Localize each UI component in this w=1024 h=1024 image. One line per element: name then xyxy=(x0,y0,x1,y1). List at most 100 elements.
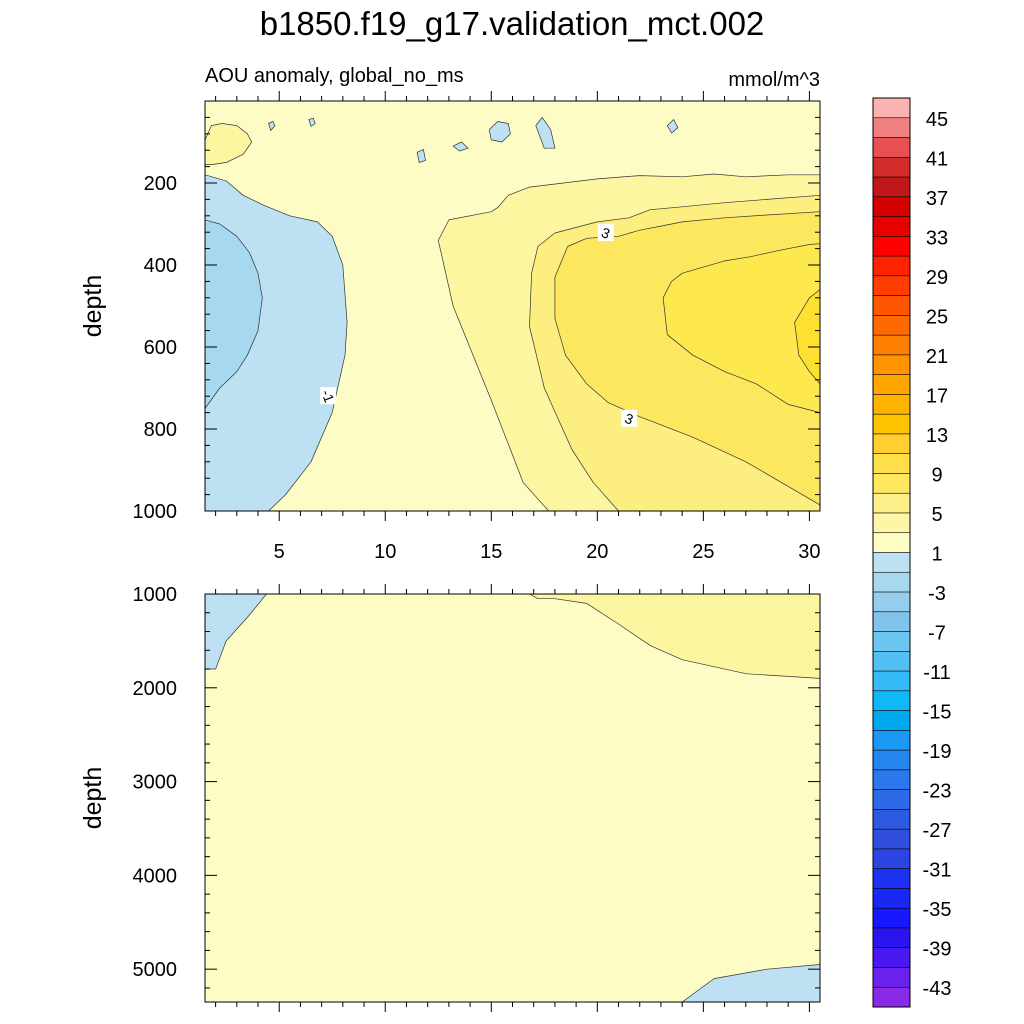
colorbar-swatch xyxy=(872,492,911,514)
colorbar-swatch xyxy=(872,295,911,316)
colorbar-label: -7 xyxy=(928,623,946,645)
colorbar-swatch xyxy=(872,255,911,277)
y-tick-label: 800 xyxy=(144,419,177,441)
colorbar-swatch xyxy=(872,907,911,929)
colorbar-swatch xyxy=(872,730,911,751)
contour-region xyxy=(452,141,469,152)
contour-label-bg xyxy=(597,224,614,242)
x-tick-label: 30 xyxy=(798,541,820,563)
contour-region xyxy=(529,594,820,679)
colorbar-label: 5 xyxy=(931,504,942,526)
colorbar-swatch xyxy=(872,216,911,237)
colorbar-label: 29 xyxy=(926,267,948,289)
colorbar-label: 1 xyxy=(931,544,942,566)
contour-label-bg xyxy=(320,387,336,405)
y-tick-label: 5000 xyxy=(133,959,178,981)
x-tick-label: 25 xyxy=(692,541,714,563)
colorbar-swatch xyxy=(872,512,911,534)
x-tick-label: 20 xyxy=(586,541,608,563)
y-tick-label: 3000 xyxy=(133,772,178,794)
y-tick-label: 1000 xyxy=(133,501,178,523)
colorbar-swatch xyxy=(872,967,911,988)
colorbar-swatch xyxy=(872,137,911,158)
contour-label: -1 xyxy=(318,388,337,405)
contour-region xyxy=(205,123,253,165)
colorbar-swatch xyxy=(872,532,911,554)
colorbar-swatch xyxy=(872,413,911,435)
y-tick-label: 2000 xyxy=(133,678,178,700)
contour-region xyxy=(205,594,267,670)
colorbar-label: 33 xyxy=(926,227,948,249)
contour-label-bg xyxy=(621,409,638,427)
colorbar-swatch xyxy=(872,315,911,336)
colorbar-label: -19 xyxy=(923,741,952,763)
colorbar-swatch xyxy=(872,947,911,968)
colorbar-swatch xyxy=(872,374,911,395)
colorbar-label: -35 xyxy=(923,899,952,921)
y-tick-label: 200 xyxy=(144,173,177,195)
colorbar-label: 37 xyxy=(926,188,948,210)
y-axis-label: depth xyxy=(79,767,107,830)
colorbar-swatch xyxy=(872,651,911,672)
colorbar-swatch xyxy=(872,611,911,633)
colorbar-swatch xyxy=(872,631,911,652)
contour-region xyxy=(268,121,276,131)
colorbar-label: 45 xyxy=(926,109,948,131)
colorbar-swatch xyxy=(872,888,911,909)
colorbar-label: 9 xyxy=(931,464,942,486)
contour-region xyxy=(488,121,511,143)
x-tick-label: 10 xyxy=(374,541,396,563)
contour-region xyxy=(662,243,820,413)
colorbar-swatch xyxy=(872,97,911,119)
colorbar-swatch xyxy=(872,789,911,810)
colorbar-swatch xyxy=(872,275,911,297)
contour-region xyxy=(308,117,316,127)
contour-region xyxy=(666,119,679,134)
colorbar-swatch xyxy=(872,453,911,474)
colorbar-label: -3 xyxy=(928,583,946,605)
contour-region xyxy=(205,219,263,409)
colorbar-swatch xyxy=(872,927,911,949)
colorbar-swatch xyxy=(872,117,911,139)
colorbar-label: 13 xyxy=(926,425,948,447)
colorbar-label: 17 xyxy=(926,385,948,407)
colorbar-swatch xyxy=(872,156,911,178)
colorbar-swatch xyxy=(872,176,911,198)
y-axis-label: depth xyxy=(79,275,107,338)
x-tick-label: 5 xyxy=(274,541,285,563)
colorbar-swatch xyxy=(872,809,911,830)
units-label: mmol/m^3 xyxy=(728,69,820,91)
colorbar: 45 41 37 33 29 25 21 17 13 9 5 1 -3 -7 -11 -15 -19 -23 -27… xyxy=(872,97,952,1008)
contour-region xyxy=(416,149,426,163)
colorbar-swatch xyxy=(872,394,911,415)
colorbar-swatch xyxy=(872,473,911,494)
colorbar-label: -27 xyxy=(923,820,952,842)
colorbar-label: -23 xyxy=(923,781,952,803)
y-tick-label: 4000 xyxy=(133,865,178,887)
colorbar-swatch xyxy=(872,868,911,889)
colorbar-label: 41 xyxy=(926,148,948,170)
colorbar-swatch xyxy=(872,354,911,376)
colorbar-label: -11 xyxy=(923,662,950,684)
contour-region xyxy=(681,964,820,1002)
contour-region xyxy=(205,594,820,1002)
colorbar-swatch xyxy=(872,690,911,712)
colorbar-swatch xyxy=(872,334,911,356)
y-tick-label: 1000 xyxy=(133,584,178,606)
colorbar-swatch xyxy=(872,710,911,731)
colorbar-swatch xyxy=(872,749,911,771)
colorbar-swatch xyxy=(872,196,911,218)
colorbar-label: -43 xyxy=(923,978,952,1000)
colorbar-label: -39 xyxy=(923,939,952,961)
lower-panel: 1000 2000 3000 4000 5000 depth xyxy=(79,584,821,1012)
colorbar-swatch xyxy=(872,552,911,573)
contour-region xyxy=(794,289,820,385)
y-tick-label: 400 xyxy=(144,255,177,277)
colorbar-swatch xyxy=(872,986,911,1008)
x-tick-label: 15 xyxy=(480,541,502,563)
y-tick-label: 600 xyxy=(144,337,177,359)
colorbar-swatch xyxy=(872,670,911,692)
colorbar-label: -31 xyxy=(923,860,952,882)
